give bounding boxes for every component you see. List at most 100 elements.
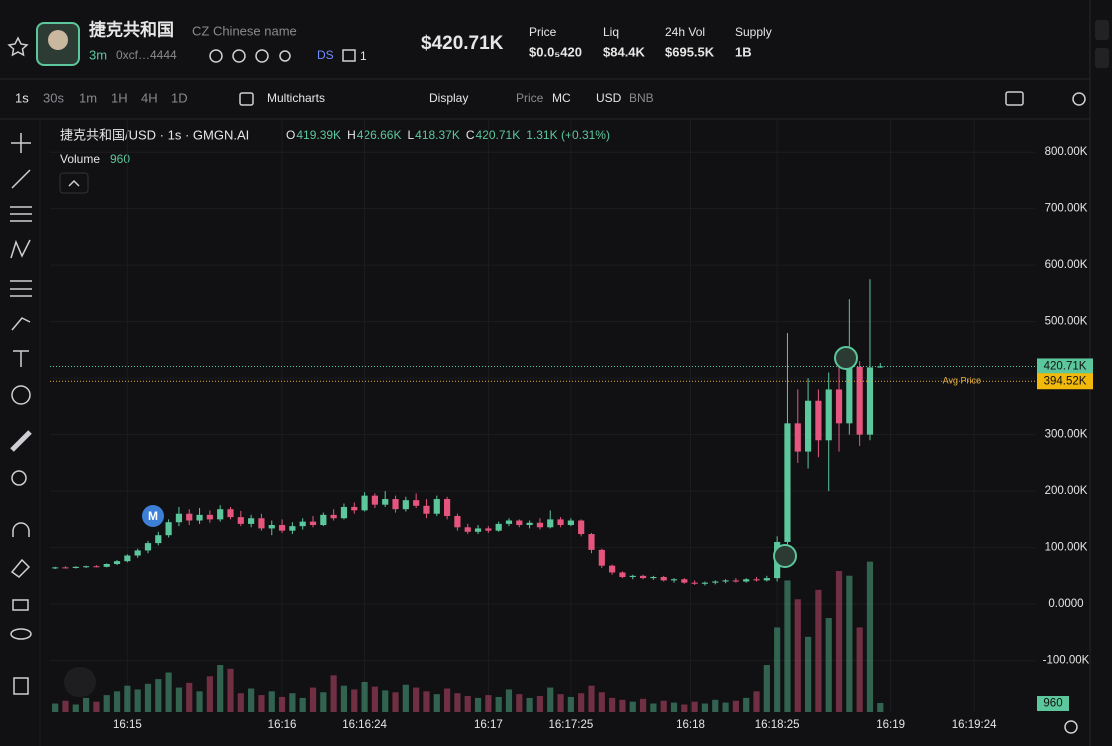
axis-settings[interactable] bbox=[1064, 720, 1078, 734]
multicharts-icon bbox=[239, 92, 254, 106]
settings-icon[interactable] bbox=[1072, 92, 1086, 106]
interval-bar: 1s 30s 1m 1H 4H 1D bbox=[15, 90, 188, 105]
hide-tool[interactable] bbox=[10, 628, 32, 640]
legend-value: 426.66K bbox=[357, 128, 402, 142]
interval[interactable]: 1m bbox=[79, 90, 97, 105]
volume-bar bbox=[474, 697, 482, 712]
interval[interactable]: 1H bbox=[111, 90, 128, 105]
candle-body bbox=[825, 389, 832, 441]
volume-axis-label: 960 bbox=[1043, 698, 1062, 710]
bnb-toggle[interactable]: BNB bbox=[629, 91, 654, 105]
trade-marker-label: M bbox=[148, 509, 158, 523]
candle-body bbox=[815, 400, 822, 441]
candle-body bbox=[309, 521, 317, 526]
volume-bar bbox=[774, 627, 781, 712]
candle-body bbox=[248, 518, 255, 524]
multicharts-button[interactable]: Multicharts bbox=[267, 91, 325, 105]
crosshair-tool[interactable] bbox=[11, 133, 31, 153]
projection-tool[interactable] bbox=[10, 280, 32, 297]
delete-tool[interactable] bbox=[13, 677, 29, 695]
candle-body bbox=[289, 526, 296, 531]
mc-toggle[interactable]: MC bbox=[552, 91, 571, 105]
candle-body bbox=[856, 366, 863, 435]
social-icon[interactable] bbox=[232, 49, 246, 63]
candle-body bbox=[217, 509, 224, 520]
volume-bar bbox=[691, 701, 698, 712]
volume-bar bbox=[72, 704, 79, 712]
token-address[interactable]: 0xcf…4444 bbox=[116, 48, 177, 62]
search-icon[interactable] bbox=[279, 50, 291, 62]
favorite-star[interactable] bbox=[7, 36, 29, 57]
volume-bar bbox=[578, 693, 585, 712]
collapse-button[interactable] bbox=[59, 172, 89, 194]
tv-logo bbox=[64, 667, 96, 697]
fib-tool[interactable] bbox=[10, 206, 32, 222]
holders-badge: 1 bbox=[360, 49, 367, 63]
candle-body bbox=[804, 400, 812, 452]
dex-badge[interactable]: DS bbox=[317, 48, 334, 62]
volume-value: 960 bbox=[110, 152, 130, 166]
candle-body bbox=[846, 366, 853, 424]
stat-value: $0.0₅420 bbox=[529, 44, 582, 59]
settings-toggle[interactable] bbox=[1095, 48, 1109, 68]
volume-bar bbox=[784, 580, 791, 712]
token-name: 捷克共和国 bbox=[89, 19, 174, 39]
pattern-tool[interactable] bbox=[10, 239, 31, 259]
x-tick-label: 16:19:24 bbox=[952, 719, 997, 731]
lock-draw-tool[interactable] bbox=[10, 558, 31, 578]
telegram-icon[interactable] bbox=[255, 49, 269, 63]
dev-marker bbox=[834, 346, 858, 370]
volume-bar bbox=[62, 700, 69, 712]
candle-body bbox=[124, 555, 131, 562]
candle-body bbox=[547, 519, 554, 528]
candle-body bbox=[474, 528, 482, 532]
line-tool[interactable] bbox=[11, 169, 31, 189]
candle-body bbox=[83, 566, 90, 568]
panel-toggle[interactable] bbox=[1095, 20, 1109, 40]
emoji-tool[interactable] bbox=[11, 385, 31, 405]
candle-body bbox=[227, 509, 234, 518]
magnet-tool[interactable] bbox=[12, 522, 30, 537]
interval[interactable]: 1s bbox=[15, 90, 29, 105]
screenshot-icon[interactable] bbox=[1005, 91, 1024, 106]
brush-tool[interactable] bbox=[11, 317, 31, 331]
text-tool[interactable] bbox=[13, 350, 29, 367]
volume-bar bbox=[423, 691, 430, 712]
interval[interactable]: 4H bbox=[141, 90, 158, 105]
volume-bar bbox=[113, 691, 121, 712]
candle-body bbox=[278, 525, 286, 531]
website-icon[interactable] bbox=[209, 49, 223, 63]
candle-body bbox=[62, 567, 69, 569]
volume-bar bbox=[268, 691, 275, 712]
interval[interactable]: 30s bbox=[43, 90, 64, 105]
candle-body bbox=[268, 525, 275, 529]
last-price-box bbox=[1037, 358, 1093, 375]
candle-body bbox=[423, 505, 430, 514]
candle-body bbox=[299, 521, 306, 527]
y-tick-label: 300.00K bbox=[1045, 429, 1088, 441]
interval[interactable]: 1D bbox=[171, 90, 188, 105]
volume-bar bbox=[877, 702, 884, 712]
candle-body bbox=[237, 517, 244, 524]
token-alias: CZ Chinese name bbox=[192, 23, 297, 38]
zoom-tool[interactable] bbox=[11, 470, 27, 486]
candle-body bbox=[567, 520, 574, 526]
x-tick-label: 16:17 bbox=[474, 719, 503, 731]
price-toggle[interactable]: Price bbox=[516, 91, 544, 105]
candle-body bbox=[155, 535, 162, 544]
candle-body bbox=[639, 575, 647, 579]
volume-bar bbox=[856, 627, 863, 712]
volume-bar bbox=[526, 697, 533, 712]
candle-body bbox=[753, 579, 760, 581]
display-button[interactable]: Display bbox=[429, 91, 468, 105]
volume-bar bbox=[516, 694, 523, 712]
chart-title: 捷克共和国/USD · 1s · GMGN.AI bbox=[60, 127, 249, 142]
candle-body bbox=[485, 528, 492, 531]
volume-bar bbox=[320, 692, 327, 712]
candle-body bbox=[196, 514, 203, 521]
lock-tool[interactable] bbox=[12, 599, 29, 611]
usd-toggle[interactable]: USD bbox=[596, 91, 622, 105]
ruler-tool[interactable] bbox=[10, 430, 32, 452]
candle-body bbox=[495, 523, 502, 531]
